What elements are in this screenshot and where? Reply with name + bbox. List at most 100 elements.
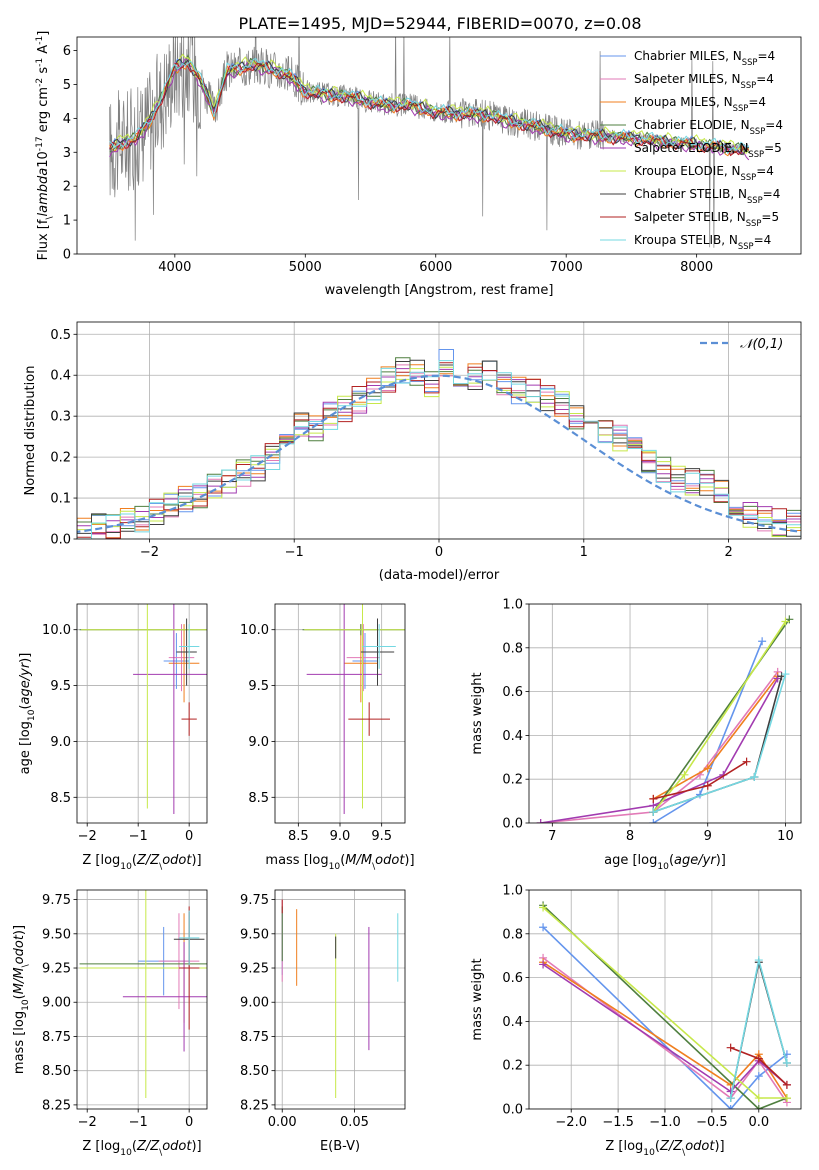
legend: Chabrier MILES, NSSP=4 Salpeter MILES, NS… — [600, 49, 783, 251]
weight-marker — [781, 617, 790, 626]
x-tick-label: 5000 — [289, 260, 322, 275]
y-tick-label: 8.25 — [240, 1098, 269, 1113]
x-tick-label: −2.0 — [555, 1115, 587, 1130]
errorbar-point-5 — [122, 942, 207, 1052]
y-tick-label: 8.75 — [240, 1030, 269, 1045]
panel-Z-mass: −2 −1 0 8.25 8.50 8.75 9.00 9.25 9.50 9.75 Z [log1… — [12, 889, 208, 1158]
x-tick-label: 0 — [185, 1115, 193, 1130]
weight-marker — [754, 956, 763, 965]
y-tick-label: 5 — [63, 78, 71, 93]
panel-Z-weight: −2.0 −1.5 −1.0 −0.5 0.0 0.0 0.2 0.4 0.6 0.8 1.0 Z [… — [470, 884, 802, 1158]
weight-marker — [649, 819, 658, 823]
errorbar-point-2 — [168, 624, 195, 692]
y-tick-label: 2 — [63, 180, 71, 195]
weight-marker — [680, 770, 689, 779]
x-tick-label: −2 — [78, 829, 97, 844]
x-tick-label: −2 — [78, 1115, 97, 1130]
weight-marker — [758, 637, 767, 646]
weight-marker — [782, 1080, 791, 1089]
legend-gauss-label: 𝒩(0,1) — [740, 337, 783, 352]
y-tick-label: 9.75 — [240, 893, 269, 908]
y-tick-label: 3 — [63, 146, 71, 161]
y-tick-label: 0.2 — [502, 1059, 523, 1074]
y-tick-label: 0.4 — [502, 729, 523, 744]
y-tick-label: 0.5 — [50, 328, 71, 343]
errorbar-point-2 — [158, 913, 200, 1010]
weight-marker — [782, 1059, 791, 1068]
x-tick-label: 8 — [626, 829, 634, 844]
plot-area — [529, 604, 801, 823]
panel-EBV-mass: 0.00 0.05 8.25 8.50 8.75 9.00 9.25 9.50 9.75 E(B-… — [240, 889, 406, 1154]
errorbar-point-5 — [306, 604, 382, 815]
x-tick-label: 6000 — [419, 260, 452, 275]
y-tick-label: 8.25 — [42, 1098, 71, 1113]
histogram-series-9 — [77, 360, 801, 539]
weight-marker — [782, 1094, 791, 1103]
x-tick-label: 9.5 — [371, 829, 392, 844]
y-tick-label: 1.0 — [502, 884, 523, 899]
x-tick-label: −0.5 — [696, 1115, 728, 1130]
axes-frame — [528, 603, 802, 824]
legend-label-2: Salpeter MILES, NSSP=4 — [634, 72, 774, 90]
weight-line-9 — [653, 673, 787, 813]
panel-residuals: −2 −1 0 1 2 0.0 0.1 0.2 0.3 0.4 0.5 (data-model)/er… — [23, 321, 802, 583]
y-axis-label: mass weight — [470, 672, 485, 754]
y-tick-label: 9.50 — [240, 927, 269, 942]
legend-label-7: Chabrier STELIB, NSSP=4 — [634, 187, 780, 205]
y-tick-label: 8.50 — [240, 1064, 269, 1079]
y-tick-label: 0.6 — [502, 685, 523, 700]
weight-marker — [754, 1105, 763, 1109]
legend-label-9: Kroupa STELIB, NSSP=4 — [634, 233, 771, 251]
weight-marker — [754, 1072, 763, 1081]
y-tick-label: 1.0 — [502, 598, 523, 613]
weight-marker — [754, 1094, 763, 1103]
x-tick-label: 0.05 — [340, 1115, 369, 1130]
y-tick-label: 8.5 — [50, 791, 71, 806]
y-tick-label: 0.2 — [50, 451, 71, 466]
weight-line-4 — [652, 618, 790, 813]
errorbar-point-3 — [344, 624, 378, 703]
x-tick-label: 7000 — [550, 260, 583, 275]
errorbar-point-1 — [352, 633, 378, 689]
x-tick-label: 2 — [724, 545, 732, 560]
figure-title: PLATE=1495, MJD=52944, FIBERID=0070, z=0… — [238, 14, 641, 33]
weight-marker — [726, 1094, 735, 1103]
errorbar-point-9 — [178, 624, 200, 669]
legend-label-5: Salpeter ELODIE, NSSP=5 — [634, 141, 782, 159]
model-line-8 — [109, 61, 750, 157]
weight-line-3 — [542, 961, 788, 1099]
y-tick-label: 9.25 — [42, 962, 71, 977]
y-axis-label: mass [log10(M/M\odot)] — [12, 925, 31, 1074]
weight-marker — [742, 757, 751, 766]
x-axis-label: mass [log10(M/M\odot)] — [265, 853, 414, 872]
x-axis-label: age [log10(age/yr)] — [604, 853, 726, 872]
y-tick-label: 0.8 — [502, 641, 523, 656]
weight-line-2 — [540, 671, 779, 823]
plot-area — [275, 890, 405, 1109]
y-tick-label: 0.0 — [502, 1103, 523, 1118]
y-tick-label: 0 — [63, 248, 71, 263]
weight-marker — [649, 794, 658, 803]
y-axis-label: age [log10(age/yr)] — [18, 653, 37, 775]
weight-line-1 — [542, 926, 788, 1109]
y-tick-label: 0.4 — [502, 1015, 523, 1030]
x-tick-label: 7 — [548, 829, 556, 844]
y-tick-label: 0.8 — [502, 927, 523, 942]
weight-marker — [536, 819, 545, 823]
x-tick-label: 1 — [580, 545, 588, 560]
y-tick-label: 0.2 — [502, 773, 523, 788]
weight-line-4 — [542, 904, 788, 1109]
weight-line-5 — [542, 963, 788, 1093]
x-axis-label: Z [log10(Z/Z\odot)] — [605, 1139, 724, 1158]
plot-area — [529, 890, 801, 1109]
x-tick-label: 0 — [435, 545, 443, 560]
y-tick-label: 9.25 — [240, 962, 269, 977]
weight-line-5 — [540, 678, 779, 823]
x-tick-label: 4000 — [158, 260, 191, 275]
weight-marker — [726, 1043, 735, 1052]
errorbar-point-8 — [348, 702, 390, 736]
x-tick-label: 8000 — [680, 260, 713, 275]
y-tick-label: 0.0 — [502, 817, 523, 832]
plot-area — [77, 890, 207, 1109]
